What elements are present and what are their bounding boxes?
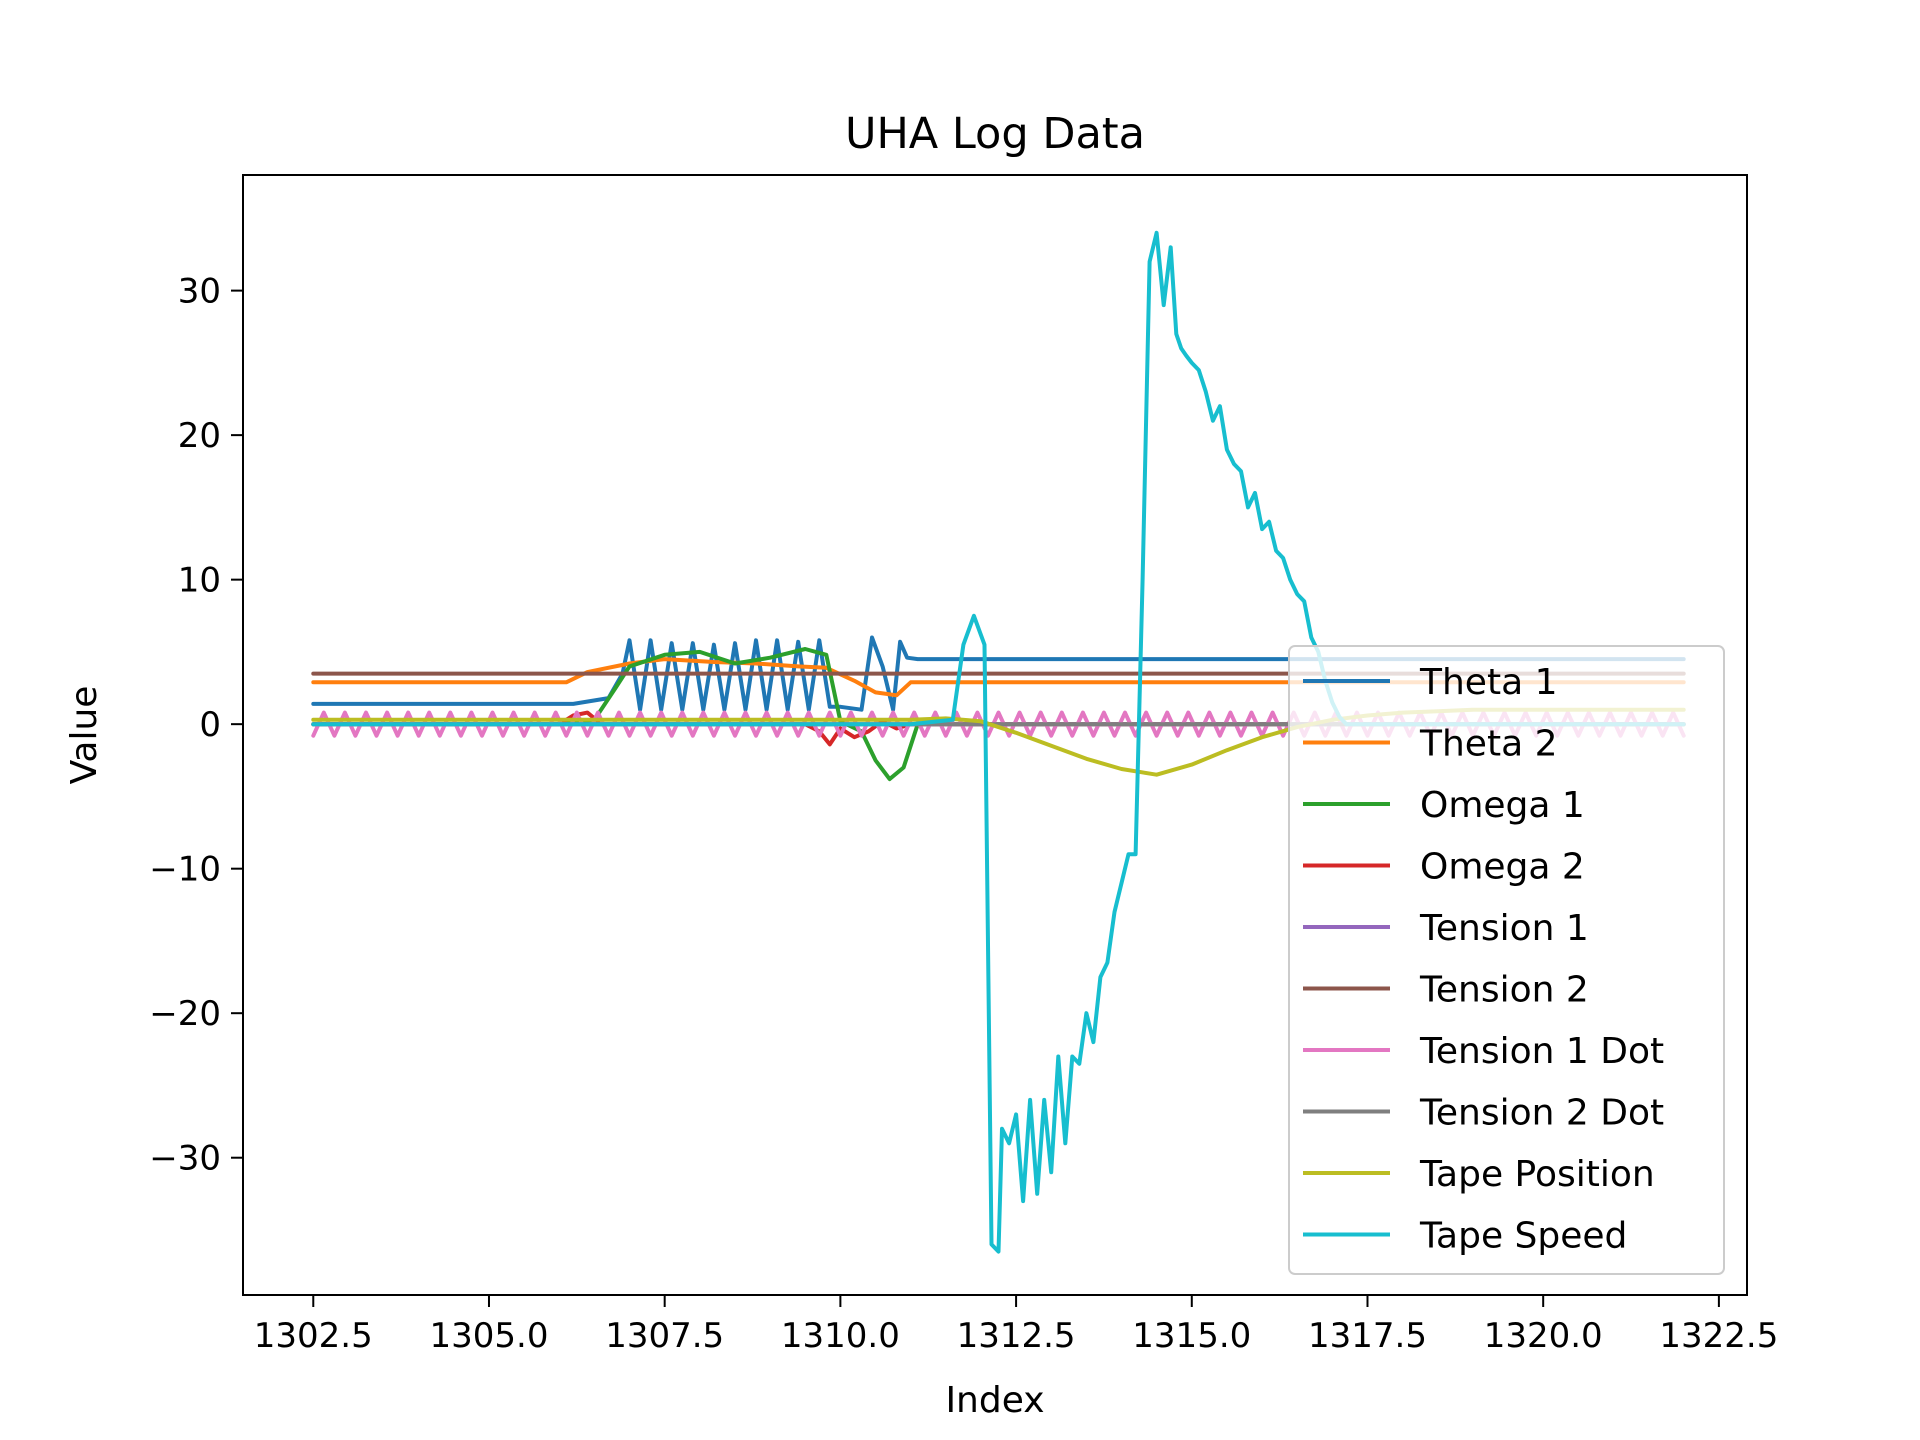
legend-label-omega-1: Omega 1 <box>1420 785 1585 826</box>
legend-label-tension-2: Tension 2 <box>1419 970 1589 1011</box>
x-tick-label: 1322.5 <box>1659 1316 1778 1356</box>
x-tick-label: 1315.0 <box>1132 1316 1251 1356</box>
legend: Theta 1 Theta 2 Omega 1 Omega 2 Tension 1 Ten… <box>1288 645 1725 1275</box>
legend-box <box>1288 645 1725 1275</box>
chart-title: UHA Log Data <box>845 109 1145 159</box>
legend-label-tension-1: Tension 1 <box>1419 908 1589 949</box>
x-tick-label: 1310.0 <box>781 1316 900 1356</box>
legend-label-tape-speed: Tape Speed <box>1419 1216 1627 1257</box>
legend-label-tension-1-dot: Tension 1 Dot <box>1419 1031 1664 1072</box>
x-axis: 1302.5 1305.0 1307.5 1310.0 1312.5 1315.0 1317… <box>254 1295 1778 1356</box>
legend-label-theta-2: Theta 2 <box>1419 724 1557 765</box>
y-tick-label: −10 <box>149 850 221 890</box>
series-line-theta-2 <box>311 657 1686 698</box>
x-tick-label: 1305.0 <box>429 1316 548 1356</box>
plot-frame <box>242 174 1748 1296</box>
legend-label-omega-2: Omega 2 <box>1420 847 1585 888</box>
y-tick-label: −30 <box>149 1139 221 1179</box>
y-tick-label: 30 <box>178 272 221 312</box>
y-axis: −30 −20 −10 0 10 20 30 <box>149 272 243 1179</box>
x-tick-label: 1307.5 <box>605 1316 724 1356</box>
y-axis-label: Value <box>64 686 105 785</box>
x-tick-label: 1302.5 <box>254 1316 373 1356</box>
x-tick-label: 1317.5 <box>1308 1316 1427 1356</box>
legend-label-tape-position: Tape Position <box>1419 1154 1655 1195</box>
series-line-omega-1 <box>311 647 1686 782</box>
y-tick-label: −20 <box>149 994 221 1034</box>
legend-label-theta-1: Theta 1 <box>1419 662 1557 703</box>
y-tick-label: 20 <box>178 416 221 456</box>
legend-label-tension-2-dot: Tension 2 Dot <box>1419 1093 1664 1134</box>
y-tick-label: 10 <box>178 561 221 601</box>
x-tick-label: 1312.5 <box>957 1316 1076 1356</box>
x-tick-label: 1320.0 <box>1484 1316 1603 1356</box>
x-axis-label: Index <box>945 1380 1044 1421</box>
y-tick-label: 0 <box>199 705 221 745</box>
